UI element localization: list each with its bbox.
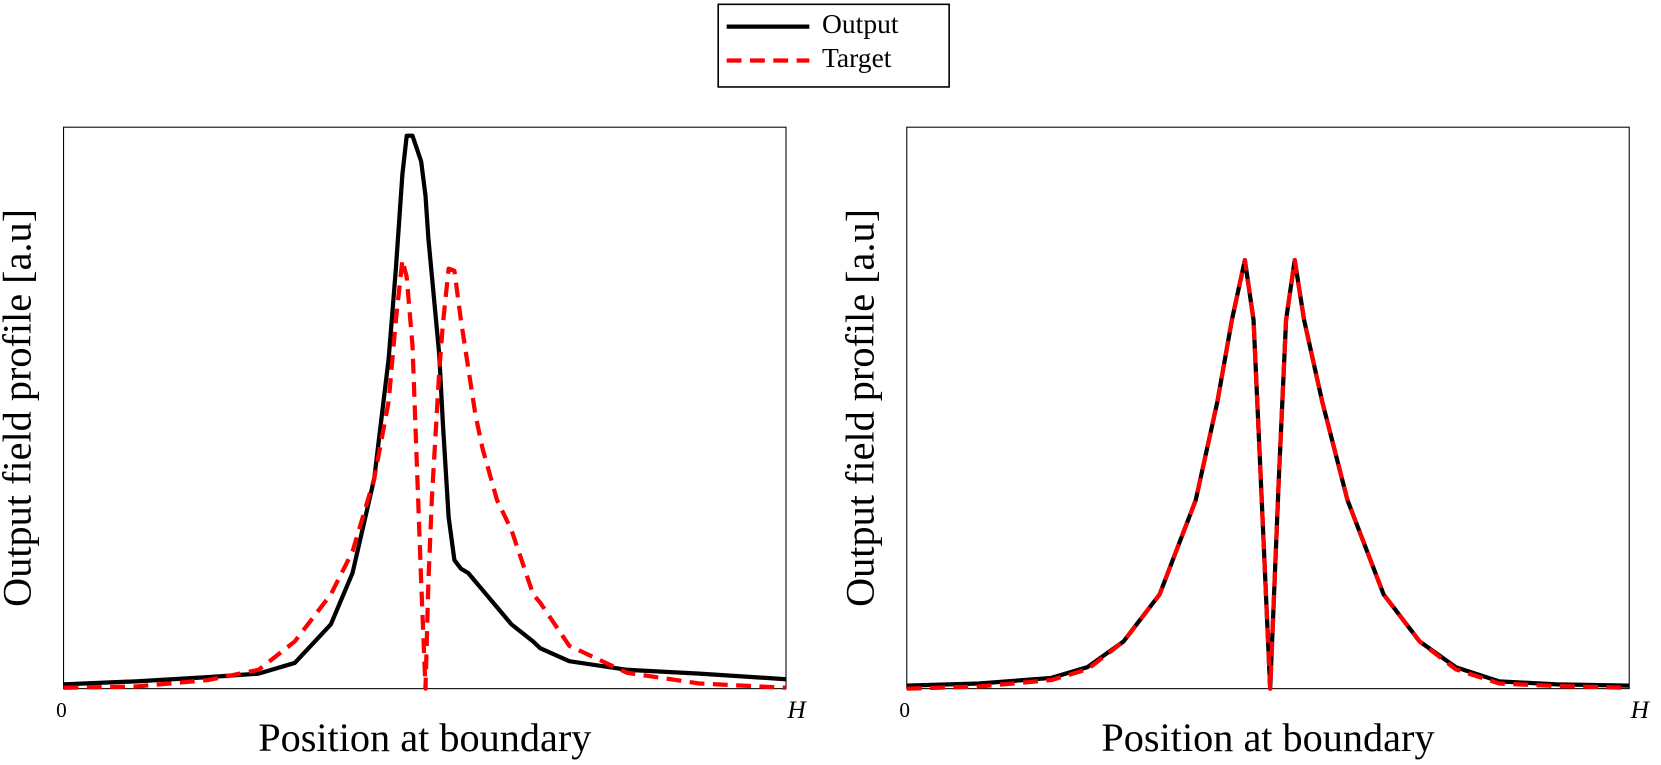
x-tick-label: 0 (899, 698, 910, 722)
x-axis-label: Position at boundary (258, 715, 591, 760)
series-line (906, 257, 1630, 691)
x-tick-label: 0 (56, 698, 67, 722)
x-tick-label: H (1630, 696, 1651, 724)
y-axis-label: Output field profile [a.u] (0, 209, 39, 607)
x-axis-label: Position at boundary (1101, 715, 1434, 760)
series-line (906, 257, 1630, 691)
plot-area (906, 126, 1630, 690)
legend-label: Output (822, 8, 899, 39)
x-tick-label: H (786, 696, 807, 724)
series-line (63, 257, 787, 691)
legend-box (717, 3, 950, 88)
y-axis-label: Output field profile [a.u] (838, 209, 883, 607)
series-line (63, 133, 787, 687)
legend-label: Target (822, 42, 892, 73)
